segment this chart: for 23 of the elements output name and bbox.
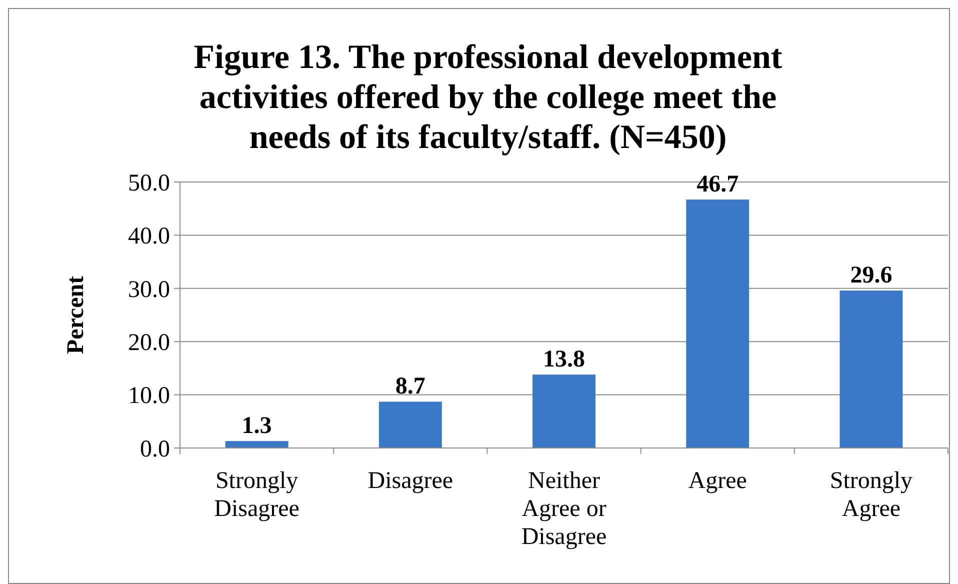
- x-tick-label: Strongly Agree: [830, 468, 913, 522]
- data-label: 13.8: [543, 346, 585, 373]
- chart-title: Figure 13. The professional development activities offered by the college meet the needs of its faculty/staff. (N=450): [194, 39, 783, 156]
- y-axis-title: Percent: [63, 276, 89, 354]
- y-tick-label: 40.0: [128, 224, 170, 250]
- x-tick-label: Neither Agree or Disagree: [521, 468, 607, 550]
- y-tick-label: 50.0: [128, 170, 170, 196]
- data-label: 29.6: [850, 262, 892, 289]
- x-tick-label: Agree: [688, 468, 747, 494]
- y-tick-label: 20.0: [128, 330, 170, 356]
- bar: [686, 200, 750, 448]
- bar: [378, 402, 442, 448]
- x-tick-label: Strongly Disagree: [214, 468, 300, 522]
- y-tick-label: 0.0: [140, 436, 170, 462]
- bar: [225, 441, 288, 448]
- bar: [532, 374, 596, 448]
- bar: [840, 290, 903, 448]
- data-label: 1.3: [242, 413, 272, 440]
- data-label: 8.7: [395, 374, 426, 400]
- data-label: 46.7: [696, 172, 739, 198]
- y-tick-label: 10.0: [128, 383, 170, 410]
- x-tick-label: Disagree: [368, 468, 454, 494]
- y-tick-label: 30.0: [128, 276, 170, 303]
